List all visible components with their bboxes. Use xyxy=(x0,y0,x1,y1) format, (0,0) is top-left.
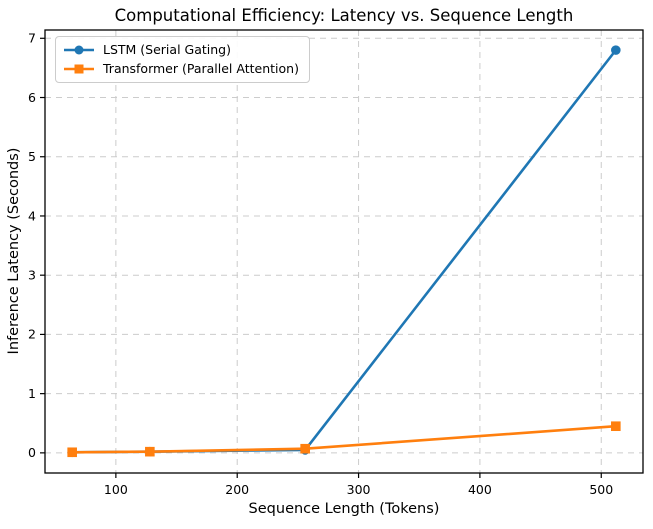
data-point-square xyxy=(611,421,621,432)
axes-frame xyxy=(44,29,644,474)
data-point-circle xyxy=(611,45,621,55)
data-point-square xyxy=(145,446,155,457)
legend-label-lstm: LSTM (Serial Gating) xyxy=(103,42,231,57)
x-tick-label: 500 xyxy=(589,482,613,497)
y-tick-label: 7 xyxy=(28,31,36,46)
chart-title: Computational Efficiency: Latency vs. Se… xyxy=(114,6,574,25)
y-tick-label: 6 xyxy=(28,90,36,105)
y-axis-label: Inference Latency (Seconds) xyxy=(6,147,22,355)
x-tick-label: 100 xyxy=(104,482,128,497)
x-axis-label: Sequence Length (Tokens) xyxy=(248,501,440,517)
legend: LSTM (Serial Gating) Transformer (Parall… xyxy=(55,36,310,83)
legend-item-transformer: Transformer (Parallel Attention) xyxy=(63,61,299,76)
data-point-square xyxy=(67,447,77,458)
series-line-0 xyxy=(70,48,618,454)
x-tick-label: 400 xyxy=(468,482,492,497)
x-tick-label: 300 xyxy=(347,482,371,497)
data-point-square xyxy=(300,443,310,454)
x-tick-label: 200 xyxy=(225,482,249,497)
series-line-1 xyxy=(70,424,618,454)
y-tick-label: 3 xyxy=(28,267,36,282)
y-tick-label: 5 xyxy=(28,149,36,164)
y-tick-label: 0 xyxy=(28,445,36,460)
legend-label-transformer: Transformer (Parallel Attention) xyxy=(103,61,299,76)
transformer-line-marker-icon xyxy=(64,64,94,73)
y-tick-label: 4 xyxy=(28,208,36,223)
lstm-line-marker-icon xyxy=(64,45,94,54)
legend-marker-square xyxy=(74,64,84,73)
legend-item-lstm: LSTM (Serial Gating) xyxy=(63,42,299,57)
y-tick-label: 2 xyxy=(28,327,36,342)
legend-marker-circle xyxy=(74,45,84,54)
y-tick-label: 1 xyxy=(28,386,36,401)
